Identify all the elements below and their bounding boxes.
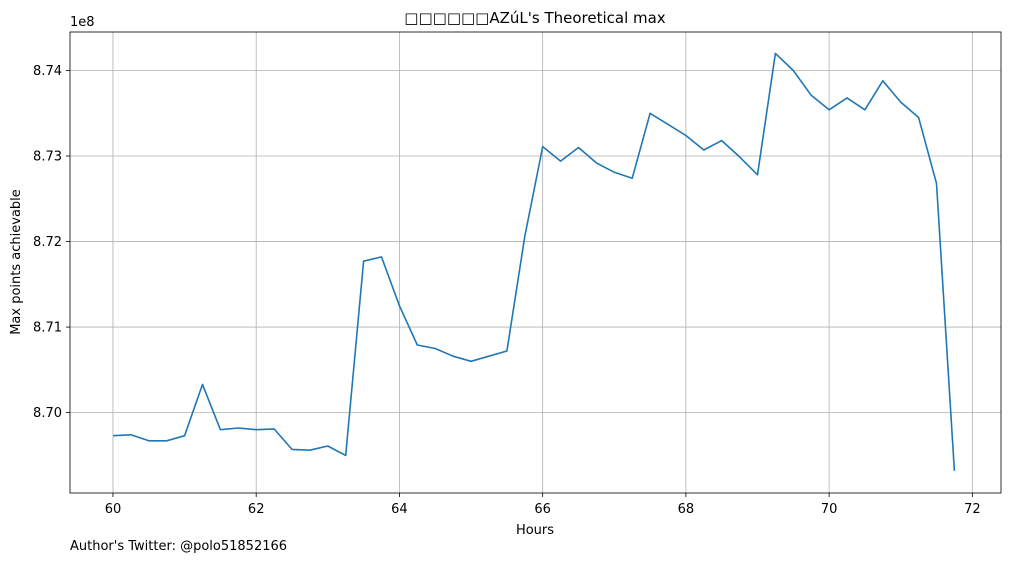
x-tick-label: 66 <box>534 502 551 517</box>
y-axis-label: Max points achievable <box>9 189 24 335</box>
y-tick-label: 8.71 <box>33 321 62 336</box>
y-tick-label: 8.74 <box>33 64 62 79</box>
y-tick-label: 8.73 <box>33 150 62 165</box>
x-tick-label: 70 <box>821 502 838 517</box>
x-tick-label: 64 <box>391 502 408 517</box>
x-tick-label: 62 <box>248 502 265 517</box>
y-axis-offset-label: 1e8 <box>70 15 95 30</box>
x-tick-label: 72 <box>964 502 981 517</box>
grid <box>70 32 1001 493</box>
tick-labels: 60 62 64 66 68 70 72 8.70 8.71 8.72 8.73 8.74 <box>33 64 981 517</box>
x-tick-label: 68 <box>678 502 695 517</box>
x-tick-label: 60 <box>105 502 122 517</box>
series-line <box>112 52 956 471</box>
x-axis-label: Hours <box>516 523 554 538</box>
plot-frame <box>69 31 1002 494</box>
author-credit: Author's Twitter: @polo51852166 <box>70 539 287 554</box>
chart-title: □□□□□□AZúL's Theoretical max <box>404 9 666 27</box>
y-tick-label: 8.72 <box>33 235 62 250</box>
series-layer <box>112 52 956 471</box>
y-tick-label: 8.70 <box>33 406 62 421</box>
ticks <box>66 70 973 497</box>
